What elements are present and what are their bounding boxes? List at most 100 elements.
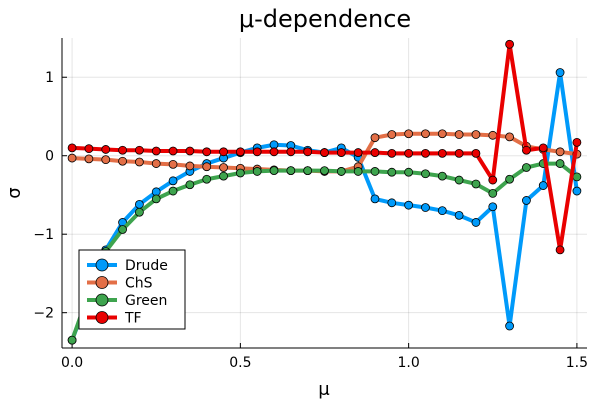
legend-swatch-marker xyxy=(95,258,109,272)
data-point xyxy=(387,167,397,177)
data-point xyxy=(471,130,481,139)
data-point xyxy=(538,181,548,190)
data-point xyxy=(421,203,430,212)
x-tick-label: 0.0 xyxy=(61,355,83,371)
data-point xyxy=(151,194,161,204)
series-layer xyxy=(67,39,582,345)
legend-label: Drude xyxy=(125,258,168,274)
data-point xyxy=(84,154,94,164)
data-point xyxy=(252,167,262,176)
series-line xyxy=(70,42,579,252)
data-point xyxy=(437,148,447,158)
data-point xyxy=(67,153,77,163)
legend-label: Green xyxy=(125,293,167,309)
series-green xyxy=(67,159,582,345)
data-point xyxy=(168,159,178,169)
data-point xyxy=(135,199,144,209)
data-point xyxy=(303,166,313,176)
legend-label: TF xyxy=(124,311,142,327)
data-point xyxy=(135,145,144,155)
data-point xyxy=(118,225,127,234)
data-point xyxy=(505,321,514,331)
data-point xyxy=(522,196,531,205)
data-point xyxy=(488,188,498,198)
data-point xyxy=(555,159,565,168)
data-point xyxy=(454,148,464,158)
x-tick-label: 1.5 xyxy=(566,355,588,371)
data-point xyxy=(219,171,228,181)
data-point xyxy=(538,143,548,153)
data-point xyxy=(353,167,363,176)
data-point xyxy=(135,207,144,217)
data-point xyxy=(387,148,397,158)
data-point xyxy=(202,174,212,184)
data-point xyxy=(572,172,582,182)
data-point xyxy=(151,146,161,156)
data-point xyxy=(387,130,397,139)
data-point xyxy=(522,145,531,155)
data-point xyxy=(219,163,228,172)
data-point xyxy=(454,175,464,185)
legend-label: ChS xyxy=(125,276,153,292)
data-point xyxy=(505,132,514,142)
data-point xyxy=(67,335,77,345)
x-axis-label: μ xyxy=(318,379,330,400)
data-point xyxy=(454,210,464,220)
data-point xyxy=(185,146,195,156)
y-tick-label: −2 xyxy=(33,306,54,322)
data-point xyxy=(555,68,565,77)
data-point xyxy=(471,179,481,189)
data-point xyxy=(572,186,582,196)
data-point xyxy=(135,157,144,167)
legend-swatch-marker xyxy=(95,276,109,289)
y-tick-label: −1 xyxy=(33,227,54,243)
data-point xyxy=(421,169,430,179)
legend-entry: ChS xyxy=(87,276,153,292)
y-tick-label: 1 xyxy=(45,70,54,86)
data-point xyxy=(320,148,329,157)
y-tick-label: 0 xyxy=(45,149,54,165)
chart-title: μ-dependence xyxy=(239,5,411,33)
data-point xyxy=(471,148,481,158)
y-axis-label: σ xyxy=(4,187,25,198)
data-point xyxy=(488,175,498,185)
data-point xyxy=(437,206,447,216)
data-point xyxy=(505,174,514,184)
data-point xyxy=(168,186,178,196)
data-point xyxy=(118,145,127,155)
data-point xyxy=(336,167,346,176)
data-point xyxy=(202,147,212,157)
legend-entry: Drude xyxy=(87,258,168,274)
data-point xyxy=(118,156,127,166)
data-point xyxy=(522,163,531,172)
data-point xyxy=(353,148,363,157)
data-point xyxy=(336,148,346,157)
data-point xyxy=(488,202,498,212)
data-point xyxy=(101,145,111,154)
data-point xyxy=(404,200,414,210)
data-point xyxy=(286,166,296,176)
data-point xyxy=(505,39,514,49)
data-point xyxy=(404,129,414,139)
data-point xyxy=(488,130,498,140)
data-point xyxy=(252,147,262,157)
data-point xyxy=(269,166,279,176)
data-point xyxy=(219,147,228,157)
data-point xyxy=(370,194,380,204)
data-point xyxy=(168,146,178,156)
data-point xyxy=(437,129,447,139)
data-point xyxy=(471,218,481,227)
data-point xyxy=(235,147,245,157)
data-point xyxy=(269,147,279,157)
legend-swatch-marker xyxy=(95,293,109,307)
data-point xyxy=(185,161,195,171)
data-point xyxy=(421,129,430,139)
data-point xyxy=(320,166,329,176)
data-point xyxy=(572,137,582,147)
data-point xyxy=(101,155,111,165)
data-point xyxy=(370,148,380,157)
data-point xyxy=(387,198,397,208)
data-point xyxy=(437,171,447,181)
data-point xyxy=(370,167,380,176)
